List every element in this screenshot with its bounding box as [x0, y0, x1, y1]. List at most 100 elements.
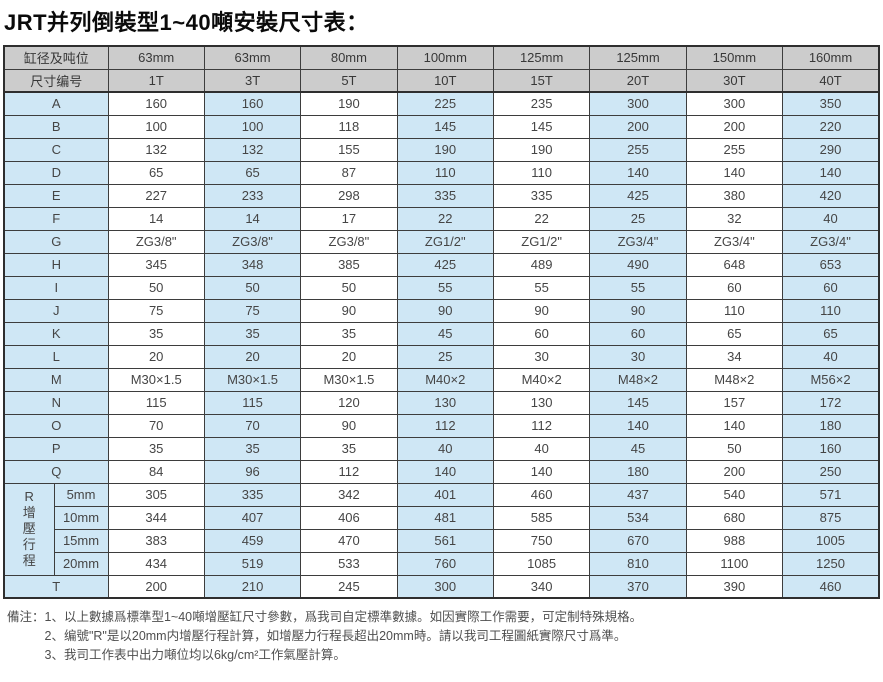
value-cell: 227 [107, 183, 205, 208]
value-cell: 87 [300, 160, 398, 185]
value-cell: M30×1.5 [107, 367, 205, 392]
value-cell: 112 [492, 413, 591, 438]
value-cell: 190 [396, 137, 494, 162]
value-cell: 385 [300, 252, 398, 277]
value-cell: 132 [203, 137, 302, 162]
value-cell: 407 [203, 505, 302, 530]
value-cell: 1085 [492, 551, 591, 576]
value-cell: 130 [492, 390, 591, 415]
value-cell: 55 [396, 275, 494, 300]
value-cell: 406 [300, 505, 398, 530]
value-cell: 14 [203, 206, 302, 231]
header-value-cell: 1T [107, 68, 205, 93]
row-label: B [3, 114, 109, 139]
row-label: 20mm [53, 551, 109, 576]
value-cell: 60 [589, 321, 687, 346]
value-cell: 220 [782, 114, 880, 139]
value-cell: 145 [589, 390, 687, 415]
value-cell: 35 [203, 436, 302, 461]
value-cell: 35 [107, 321, 205, 346]
value-cell: 90 [300, 413, 398, 438]
table-row: B 100 100 118 145 145 200 200 220 [3, 114, 880, 139]
value-cell: 110 [685, 298, 784, 323]
header-row: 缸径及吨位 63mm 63mm 80mm 100mm 125mm 125mm 150mm 160… [3, 45, 880, 70]
value-cell: 155 [300, 137, 398, 162]
header-label-cell: 缸径及吨位 [3, 45, 109, 70]
value-cell: 20 [203, 344, 302, 369]
value-cell: 342 [300, 482, 398, 507]
value-cell: ZG3/4" [589, 229, 687, 254]
row-label: F [3, 206, 109, 231]
header-value-cell: 3T [203, 68, 302, 93]
value-cell: 225 [396, 91, 494, 116]
value-cell: 350 [782, 91, 880, 116]
value-cell: 670 [589, 528, 687, 553]
notes-list: 1、以上數據爲標準型1~40噸增壓缸尺寸參數，爲我司自定標準數據。如因實際工作需… [45, 608, 643, 664]
value-cell: 50 [203, 275, 302, 300]
table-row: T 200 210 245 300 340 370 390 460 [3, 574, 880, 599]
value-cell: 140 [685, 413, 784, 438]
header-value-cell: 125mm [492, 45, 591, 70]
value-cell: M40×2 [492, 367, 591, 392]
value-cell: 459 [203, 528, 302, 553]
value-cell: 20 [300, 344, 398, 369]
header-value-cell: 125mm [589, 45, 687, 70]
row-label: P [3, 436, 109, 461]
row-label: 10mm [53, 505, 109, 530]
value-cell: 45 [396, 321, 494, 346]
value-cell: M48×2 [589, 367, 687, 392]
value-cell: 1250 [782, 551, 880, 576]
value-cell: 200 [107, 574, 205, 599]
value-cell: 383 [107, 528, 205, 553]
value-cell: 300 [589, 91, 687, 116]
value-cell: 180 [589, 459, 687, 484]
value-cell: 35 [300, 321, 398, 346]
row-label: 15mm [53, 528, 109, 553]
value-cell: 810 [589, 551, 687, 576]
table-row: K 35 35 35 45 60 60 65 65 [3, 321, 880, 346]
value-cell: 298 [300, 183, 398, 208]
value-cell: 489 [492, 252, 591, 277]
header-value-cell: 63mm [203, 45, 302, 70]
value-cell: 110 [492, 160, 591, 185]
value-cell: ZG3/8" [300, 229, 398, 254]
value-cell: 653 [782, 252, 880, 277]
value-cell: 437 [589, 482, 687, 507]
value-cell: 40 [396, 436, 494, 461]
value-cell: 335 [203, 482, 302, 507]
value-cell: 425 [396, 252, 494, 277]
value-cell: 140 [396, 459, 494, 484]
value-cell: 561 [396, 528, 494, 553]
value-cell: 20 [107, 344, 205, 369]
value-cell: 65 [107, 160, 205, 185]
value-cell: 533 [300, 551, 398, 576]
value-cell: 345 [107, 252, 205, 277]
value-cell: 70 [107, 413, 205, 438]
value-cell: 110 [782, 298, 880, 323]
value-cell: 344 [107, 505, 205, 530]
value-cell: 1100 [685, 551, 784, 576]
value-cell: 519 [203, 551, 302, 576]
value-cell: 255 [589, 137, 687, 162]
row-label: J [3, 298, 109, 323]
value-cell: 55 [492, 275, 591, 300]
value-cell: M30×1.5 [300, 367, 398, 392]
value-cell: 585 [492, 505, 591, 530]
table-row: E 227 233 298 335 335 425 380 420 [3, 183, 880, 208]
value-cell: 157 [685, 390, 784, 415]
value-cell: 115 [203, 390, 302, 415]
header-value-cell: 150mm [685, 45, 784, 70]
value-cell: 335 [492, 183, 591, 208]
row-label: O [3, 413, 109, 438]
header-value-cell: 20T [589, 68, 687, 93]
page: JRT并列倒裝型1~40噸安裝尺寸表： 缸径及吨位 63mm 63mm 80mm 100… [3, 10, 880, 664]
header-value-cell: 30T [685, 68, 784, 93]
value-cell: 760 [396, 551, 494, 576]
table-row: R 增 壓 行 程 5mm 305 335 342 401 460 437 540 571 [3, 482, 880, 576]
row-label: G [3, 229, 109, 254]
header-row: 尺寸编号 1T 3T 5T 10T 15T 20T 30T 40T [3, 68, 880, 93]
header-value-cell: 40T [782, 68, 880, 93]
table-row: Q 84 96 112 140 140 180 200 250 [3, 459, 880, 484]
value-cell: 145 [492, 114, 591, 139]
table-row: D 65 65 87 110 110 140 140 140 [3, 160, 880, 185]
